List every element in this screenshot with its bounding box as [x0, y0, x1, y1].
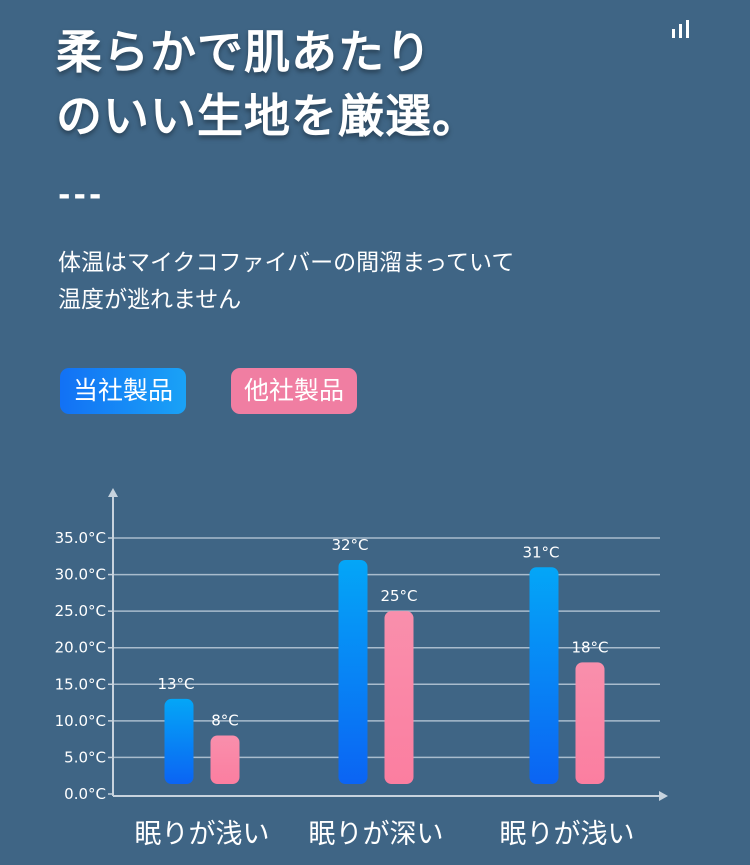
y-tick-label: 0.0°C — [64, 785, 106, 803]
data-label: 31°C — [522, 543, 559, 561]
y-tick-label: 25.0°C — [55, 602, 106, 620]
headline-line-2: のいい生地を厳選。 — [56, 89, 479, 143]
description-line-1: 体温はマイクコファイバーの間溜まっていて — [58, 250, 515, 276]
legend-other: 他社製品 — [231, 368, 358, 414]
y-tick-label: 30.0°C — [55, 566, 106, 584]
headline-line-1: 柔らかで肌あたり — [56, 25, 432, 79]
category-label: 眠りが深い — [308, 819, 444, 850]
data-label: 13°C — [157, 675, 194, 693]
divider: --- — [58, 178, 105, 213]
data-label: 18°C — [571, 638, 608, 656]
y-axis-arrow-icon — [108, 488, 118, 497]
data-label: 32°C — [331, 536, 368, 554]
data-label: 25°C — [380, 587, 417, 605]
x-axis-arrow-icon — [659, 791, 668, 801]
temperature-bar-chart: 0.0°C 5.0°C 10.0°C 15.0°C 20.0°C 25.0°C 30.0°C… — [55, 488, 668, 803]
y-tick-label: 10.0°C — [55, 712, 106, 730]
category-label: 眠りが浅い — [134, 819, 270, 850]
description-line-2: 温度が逃れません — [58, 287, 242, 313]
y-tick-label: 15.0°C — [55, 675, 106, 693]
signal-bars-icon — [672, 20, 694, 38]
category-label: 眠りが浅い — [499, 819, 635, 850]
headline: 柔らかで肌あたり のいい生地を厳選。 — [56, 20, 479, 148]
bar-other — [575, 662, 605, 784]
y-tick-label: 35.0°C — [55, 529, 106, 547]
y-tick-label: 20.0°C — [55, 639, 106, 657]
data-label: 8°C — [211, 711, 239, 729]
bar-ours — [164, 698, 194, 784]
bar-ours — [529, 567, 559, 784]
y-tick-label: 5.0°C — [64, 748, 106, 766]
description: 体温はマイクコファイバーの間溜まっていて 温度が逃れません — [58, 245, 514, 319]
bar-ours — [338, 559, 368, 784]
legend-ours: 当社製品 — [60, 368, 187, 414]
bar-other — [384, 611, 414, 784]
bar-other — [210, 735, 240, 784]
